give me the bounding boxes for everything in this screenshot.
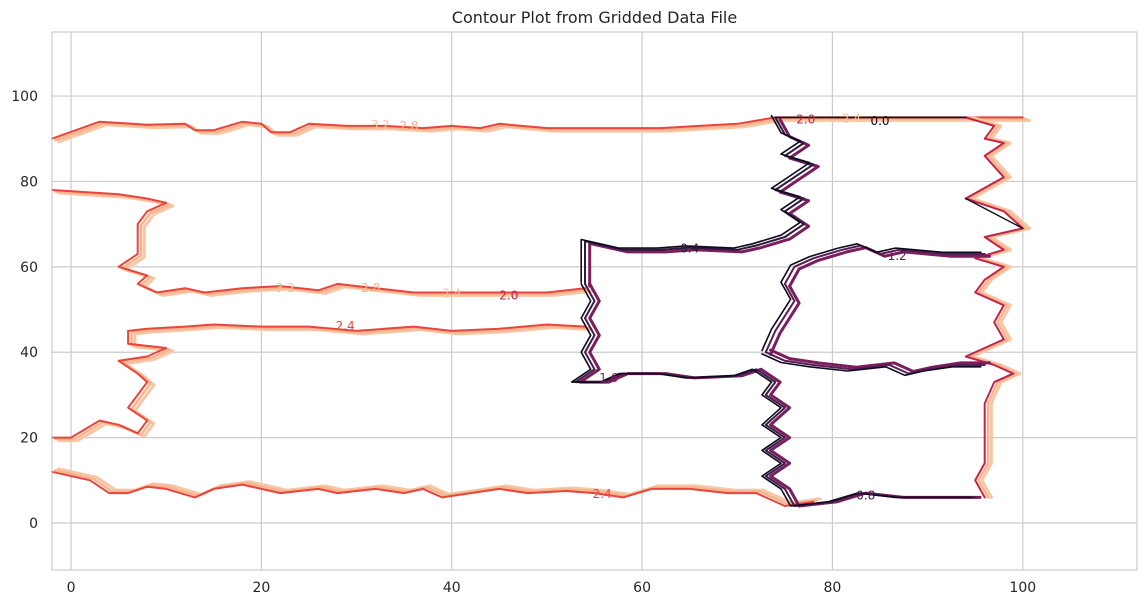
contour-line-level-0 xyxy=(570,283,973,507)
contour-label: 3.2 xyxy=(371,118,390,132)
contour-label: 0.4 xyxy=(680,241,699,255)
contour-label: 1.6 xyxy=(599,371,618,385)
contour-line-level-2-4 xyxy=(51,189,586,294)
chart-title: Contour Plot from Gridded Data File xyxy=(452,8,737,27)
contour-line-level-1-6 xyxy=(769,348,991,373)
contour-label: 1.2 xyxy=(888,249,907,263)
contour-line-level-0 xyxy=(965,197,1024,230)
contour-line-level-0 xyxy=(761,243,982,352)
contour-line-level-0 xyxy=(580,114,811,284)
contour-label: 2.4 xyxy=(442,286,461,300)
contour-labels: 3.2 2.8 2.0 2.4 0.0 0.4 1.2 3.2 2.8 2.4 2.0 2.4 1.6 2… xyxy=(276,111,907,502)
x-tick-label: 20 xyxy=(252,580,270,596)
y-tick-label: 100 xyxy=(11,89,38,105)
contour-lines xyxy=(51,114,1031,508)
contour-line-level-2-8 xyxy=(54,324,590,441)
x-tick-label: 80 xyxy=(824,580,842,596)
contour-label: 2.0 xyxy=(796,113,815,127)
contour-label: 0.0 xyxy=(870,114,889,128)
y-tick-label: 60 xyxy=(20,260,38,276)
contour-line-level-2-4 xyxy=(51,323,586,439)
y-tick-label: 80 xyxy=(20,174,38,190)
contour-line-level-2-8 xyxy=(967,116,1028,499)
contour-label: 2.4 xyxy=(842,111,861,125)
contour-label: 2.8 xyxy=(361,281,380,295)
contour-line-level-1-6 xyxy=(769,246,991,356)
contour-line-level-1-2 xyxy=(764,351,986,375)
contour-label: 2.0 xyxy=(499,288,518,302)
y-tick-label: 40 xyxy=(20,345,38,361)
contour-label: 2.4 xyxy=(593,487,612,501)
x-tick-label: 100 xyxy=(1009,580,1036,596)
axes-frame xyxy=(51,31,1138,571)
tick-labels: 0 20 40 60 80 100 0 20 40 60 80 100 xyxy=(11,89,1036,596)
y-tick-label: 20 xyxy=(20,431,38,447)
contour-line-level-2-0 xyxy=(964,116,1024,499)
contour-label: 0.8 xyxy=(856,488,875,502)
contour-line-level-2-4 xyxy=(51,470,815,507)
contour-line-level-1-2 xyxy=(764,244,986,354)
x-tick-label: 0 xyxy=(67,580,76,596)
contour-label: 2.4 xyxy=(336,319,355,333)
x-tick-label: 40 xyxy=(443,580,461,596)
contour-label: 2.8 xyxy=(399,119,418,133)
contour-label: 3.2 xyxy=(276,281,295,295)
contour-line-level-2-4 xyxy=(51,116,1024,140)
y-tick-label: 0 xyxy=(29,516,38,532)
contour-line-level-3-2 xyxy=(970,115,1031,499)
contour-line-level-0 xyxy=(761,353,982,377)
x-tick-label: 60 xyxy=(633,580,651,596)
